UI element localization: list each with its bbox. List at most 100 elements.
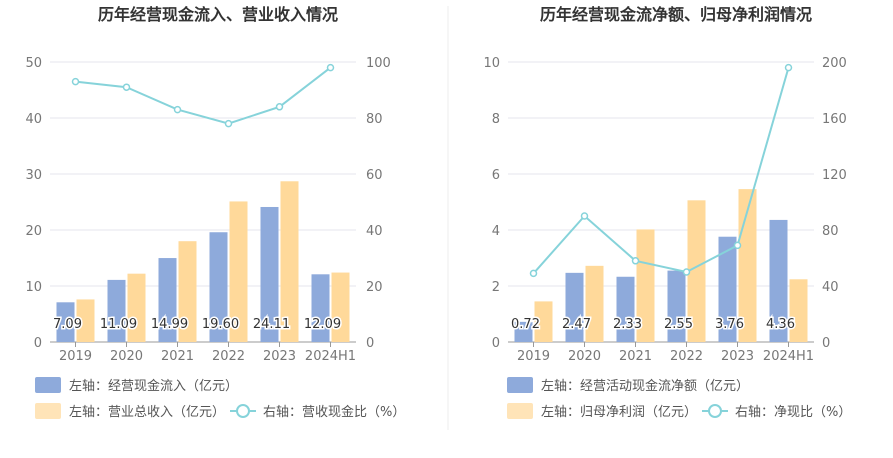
right-axis-tick-label: 120 — [822, 168, 847, 183]
bar-series-1[interactable] — [769, 219, 788, 342]
bar-series-2[interactable] — [636, 229, 655, 342]
bar-series-1[interactable] — [667, 270, 686, 342]
legend-circle-marker — [708, 404, 722, 418]
legend-swatch — [35, 377, 61, 393]
bar-data-label: 0.72 — [511, 317, 540, 332]
legend: 左轴：经营现金流入（亿元） 左轴：营业总收入（亿元） 右轴：营收现金比（%） — [35, 377, 405, 420]
line-point[interactable] — [631, 257, 640, 265]
line-point[interactable] — [326, 63, 335, 72]
legend-item-series-2[interactable]: 左轴：营业总收入（亿元） — [35, 403, 225, 420]
bar-data-label: 14.99 — [151, 317, 188, 332]
bar-series-1[interactable] — [616, 276, 635, 342]
line-point[interactable] — [224, 119, 233, 128]
left-axis-tick-label: 0 — [492, 336, 500, 351]
x-tick-label: 2022 — [212, 349, 245, 364]
right-axis-tick-label: 40 — [366, 224, 383, 239]
left-axis-tick-label: 2 — [492, 280, 500, 295]
bar-series-2[interactable] — [585, 265, 604, 342]
line-point[interactable] — [733, 241, 742, 250]
bar-data-label: 24.11 — [253, 317, 290, 332]
data-labels: 0.72 2.47 2.33 2.55 3.76 4.36 — [510, 316, 797, 334]
bar-series-1[interactable] — [158, 258, 177, 342]
right-axis-tick-label: 160 — [822, 112, 847, 127]
x-tick-label: 2019 — [59, 349, 92, 364]
line-point[interactable] — [529, 269, 538, 278]
right-axis-tick-label: 80 — [822, 224, 839, 239]
legend-label: 右轴：营收现金比（%） — [263, 404, 405, 420]
chart-title: 历年经营现金流净额、归母净利润情况 — [540, 5, 812, 24]
bar-series-2[interactable] — [789, 279, 808, 342]
bar-series-2[interactable] — [687, 200, 706, 342]
right-axis-tick-label: 100 — [366, 56, 391, 71]
line-point[interactable] — [580, 212, 589, 220]
legend-swatch — [35, 403, 61, 419]
left-axis-tick-label: 50 — [25, 56, 42, 71]
x-tick-label: 2024H1 — [763, 349, 814, 364]
line-point[interactable] — [122, 83, 131, 91]
left-axis-tick-label: 0 — [34, 336, 42, 351]
bar-data-label: 11.09 — [100, 317, 137, 332]
right-axis-tick-label: 0 — [822, 336, 830, 351]
bar-series-1[interactable] — [718, 236, 737, 342]
line-point[interactable] — [784, 63, 793, 72]
legend-label: 右轴：净现比（%） — [735, 405, 851, 420]
bar-series-2[interactable] — [127, 273, 146, 342]
bar-series-1[interactable] — [107, 279, 126, 342]
line-point[interactable] — [173, 105, 182, 114]
chart-title: 历年经营现金流入、营业收入情况 — [98, 5, 338, 24]
left-axis-tick-label: 10 — [483, 56, 500, 71]
legend-label: 左轴：经营现金流入（亿元） — [69, 378, 238, 394]
bar-series — [56, 181, 350, 342]
legend-item-series-3[interactable]: 右轴：净现比（%） — [702, 404, 851, 420]
legend-item-series-1[interactable]: 左轴：经营活动现金流净额（亿元） — [507, 377, 749, 394]
legend-item-series-3[interactable]: 右轴：营收现金比（%） — [230, 404, 405, 420]
left-axis-tick-label: 10 — [25, 280, 42, 295]
category-tick-labels: 2019 2020 2021 2022 2023 2024H1 — [517, 342, 814, 364]
bar-series-1[interactable] — [56, 302, 75, 342]
left-axis-ticks: 0 2 4 6 8 10 — [483, 56, 500, 351]
left-axis-tick-label: 6 — [492, 168, 500, 183]
line-point[interactable] — [682, 268, 691, 276]
x-tick-label: 2020 — [568, 349, 601, 364]
bar-series-2[interactable] — [178, 241, 197, 342]
bar-series-1[interactable] — [260, 206, 279, 342]
legend-label: 左轴：经营活动现金流净额（亿元） — [541, 378, 749, 394]
legend-circle-marker — [236, 404, 250, 418]
left-axis-tick-label: 8 — [492, 112, 500, 127]
bar-data-label: 2.47 — [562, 317, 591, 332]
bar-series-1[interactable] — [565, 272, 584, 342]
chart-panel-net-cash-flow-profit: 历年经营现金流净额、归母净利润情况 0 2 4 6 8 10 0 40 80 120 160 200… — [483, 5, 851, 420]
bar-series-1[interactable] — [209, 232, 228, 342]
right-axis-tick-label: 80 — [366, 112, 383, 127]
bar-series-2[interactable] — [280, 181, 299, 342]
bar-data-label: 12.09 — [304, 317, 341, 332]
x-tick-label: 2020 — [110, 349, 143, 364]
bar-series-2[interactable] — [534, 301, 553, 342]
bar-data-label: 2.55 — [664, 317, 693, 332]
legend-swatch — [507, 377, 533, 393]
bar-data-label: 19.60 — [202, 317, 239, 332]
line-point[interactable] — [275, 103, 284, 111]
right-axis-tick-label: 0 — [366, 336, 374, 351]
x-tick-label: 2023 — [263, 349, 296, 364]
x-tick-label: 2019 — [517, 349, 550, 364]
bar-series-1[interactable] — [311, 274, 330, 342]
right-axis-tick-label: 20 — [366, 280, 383, 295]
bar-data-label: 3.76 — [715, 317, 744, 332]
category-tick-labels: 2019 2020 2021 2022 2023 2024H1 — [59, 342, 356, 364]
line-series — [71, 63, 335, 128]
grid-lines — [508, 61, 814, 287]
bar-series-2[interactable] — [331, 272, 350, 342]
left-axis-tick-label: 4 — [492, 224, 500, 239]
bar-data-label: 2.33 — [613, 317, 642, 332]
legend-item-series-1[interactable]: 左轴：经营现金流入（亿元） — [35, 377, 238, 394]
bar-series-2[interactable] — [76, 299, 95, 342]
line-series — [529, 63, 793, 278]
bar-series-2[interactable] — [229, 201, 248, 342]
line-point[interactable] — [71, 77, 80, 86]
legend-item-series-2[interactable]: 左轴：归母净利润（亿元） — [507, 403, 697, 420]
left-axis-tick-label: 20 — [25, 224, 42, 239]
bar-series-1[interactable] — [514, 321, 533, 342]
right-axis-ticks: 0 20 40 60 80 100 — [366, 56, 391, 351]
